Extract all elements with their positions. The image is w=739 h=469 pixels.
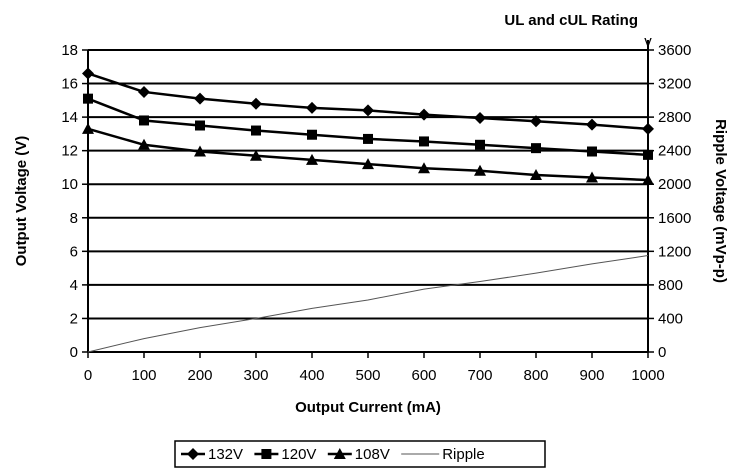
axes xyxy=(87,40,649,353)
point-120v xyxy=(587,146,597,157)
point-120v xyxy=(475,139,485,150)
point-120v xyxy=(139,115,149,126)
y-tick-label: 10 xyxy=(61,176,78,193)
point-108v xyxy=(418,162,430,174)
legend-box xyxy=(174,440,546,468)
y-right-tick-label: 2800 xyxy=(658,109,691,126)
legend-label-132v: 132V xyxy=(208,446,243,463)
y-tick-label: 6 xyxy=(70,243,78,260)
left-tick-labels: 0 2 4 6 8 10 12 14 16 18 xyxy=(61,42,78,361)
point-120v xyxy=(251,125,261,136)
y-right-tick-label: 800 xyxy=(658,277,683,294)
point-132v xyxy=(250,97,262,110)
legend-label-ripple: Ripple xyxy=(442,446,485,463)
gridlines xyxy=(82,49,654,358)
x-tick-labels: 0 100 200 300 400 500 600 700 800 900 1000 xyxy=(84,367,665,384)
point-132v xyxy=(82,67,94,80)
point-108v xyxy=(474,164,486,176)
y-tick-label: 4 xyxy=(70,277,78,294)
point-132v xyxy=(138,85,150,98)
x-tick-label: 1000 xyxy=(631,367,664,384)
x-tick-label: 800 xyxy=(523,367,548,384)
point-132v xyxy=(306,101,318,114)
x-tick-label: 0 xyxy=(84,367,92,384)
y-tick-label: 14 xyxy=(61,109,78,126)
point-132v xyxy=(642,122,654,135)
point-132v xyxy=(474,111,486,124)
legend-label-108v: 108V xyxy=(355,446,390,463)
y-right-tick-label: 3200 xyxy=(658,76,691,93)
legend-label-120v: 120V xyxy=(281,446,316,463)
point-108v xyxy=(306,153,318,165)
y-right-tick-label: 0 xyxy=(658,344,666,361)
y-tick-label: 8 xyxy=(70,210,78,227)
point-120v xyxy=(531,143,541,154)
point-108v xyxy=(586,171,598,183)
point-120v xyxy=(195,120,205,131)
y-tick-label: 0 xyxy=(70,344,78,361)
y-right-tick-label: 2000 xyxy=(658,176,691,193)
point-132v xyxy=(530,115,542,128)
y-right-tick-label: 400 xyxy=(658,310,683,327)
y-tick-label: 12 xyxy=(61,143,78,160)
x-tick-label: 100 xyxy=(131,367,156,384)
x-tick-label: 300 xyxy=(243,367,268,384)
x-tick-label: 500 xyxy=(355,367,380,384)
series-line-ripple xyxy=(87,255,649,353)
right-tick-labels: 0 400 800 1200 1600 2000 2400 2800 3200 3600 xyxy=(658,42,691,361)
point-120v xyxy=(419,136,429,147)
x-tick-label: 600 xyxy=(411,367,436,384)
point-132v xyxy=(418,108,430,121)
point-108v xyxy=(82,122,94,134)
legend: 132V 120V 108V Ripple xyxy=(174,440,546,468)
point-132v xyxy=(586,118,598,131)
x-axis-title: Output Current (mA) xyxy=(295,399,441,416)
y-right-tick-label: 1200 xyxy=(658,243,691,260)
point-120v xyxy=(363,133,373,144)
point-132v xyxy=(194,92,206,105)
legend-marker-132v xyxy=(187,448,199,460)
point-108v xyxy=(642,174,654,186)
series-line-132v xyxy=(87,72,649,131)
y-tick-label: 16 xyxy=(61,76,78,93)
series-layer xyxy=(82,67,654,353)
x-tick-label: 900 xyxy=(579,367,604,384)
point-120v xyxy=(307,129,317,140)
y-tick-label: 18 xyxy=(61,42,78,59)
point-120v xyxy=(83,93,93,104)
point-108v xyxy=(194,145,206,157)
point-108v xyxy=(250,149,262,161)
y-axis-title: Output Voltage (V) xyxy=(13,136,30,267)
y-axis-title-right: Ripple Voltage (mVp-p) xyxy=(712,119,729,283)
point-108v xyxy=(138,138,150,150)
x-tick-label: 700 xyxy=(467,367,492,384)
point-108v xyxy=(530,168,542,180)
y-right-tick-label: 3600 xyxy=(658,42,691,59)
legend-marker-120v xyxy=(261,449,272,459)
x-tick-label: 400 xyxy=(299,367,324,384)
legend-marker-108v xyxy=(333,448,346,459)
x-tick-label: 200 xyxy=(187,367,212,384)
point-120v xyxy=(643,149,653,160)
y-right-tick-label: 1600 xyxy=(658,210,691,227)
y-right-tick-label: 2400 xyxy=(658,143,691,160)
chart-title: UL and cUL Rating xyxy=(504,12,638,29)
point-108v xyxy=(362,158,374,170)
y-tick-label: 2 xyxy=(70,310,78,327)
point-132v xyxy=(362,104,374,117)
